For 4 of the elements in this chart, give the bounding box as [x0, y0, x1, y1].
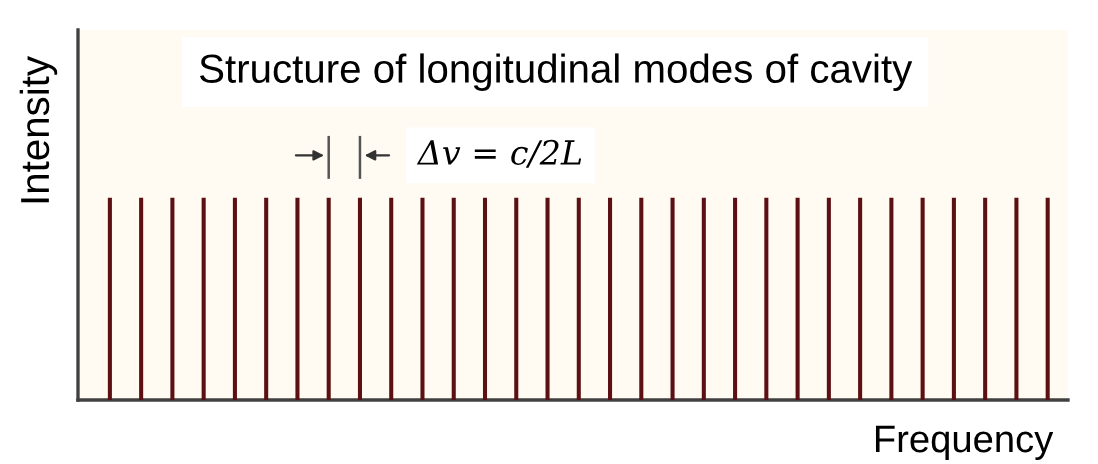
y-axis-title: Intensity: [19, 56, 58, 203]
x-axis-title: Frequency: [875, 425, 1054, 461]
chart-title: Structure of longitudinal modes of cavity: [199, 53, 913, 91]
text: Δv = c/2L: [416, 139, 582, 168]
